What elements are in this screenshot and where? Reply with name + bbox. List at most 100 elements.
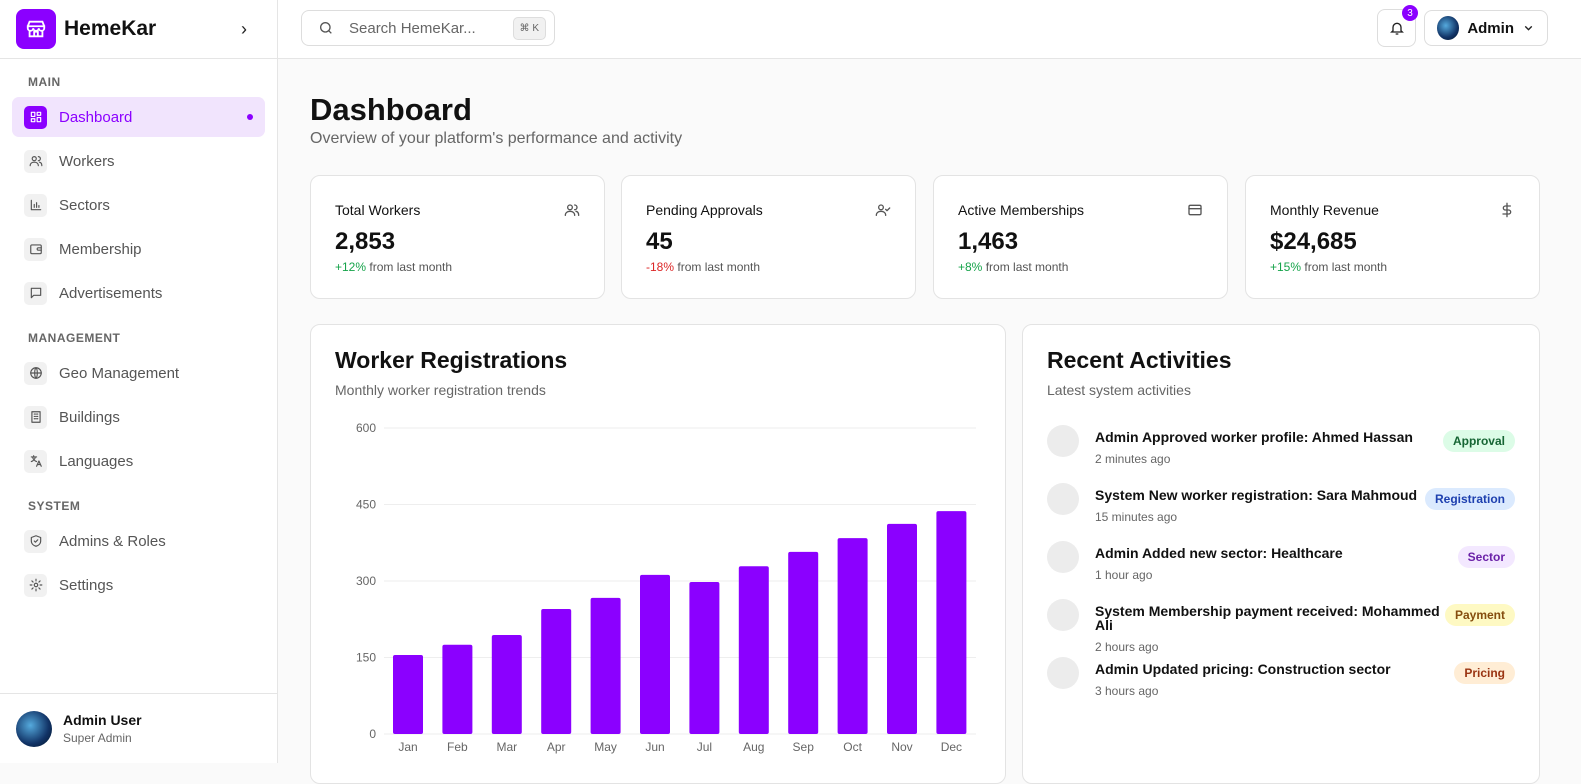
sidebar-item-buildings[interactable]: Buildings [12, 397, 265, 437]
bar [738, 566, 769, 734]
stat-change-suffix: from last month [1304, 260, 1388, 274]
user-check-icon [875, 204, 891, 216]
sidebar-item-advertisements[interactable]: Advertisements [12, 273, 265, 313]
page-title: Dashboard [310, 92, 472, 127]
sidebar-item-label: Languages [59, 452, 134, 470]
activity-actor: Admin [1095, 661, 1139, 677]
users-icon [564, 204, 580, 216]
list-item[interactable]: Admin Approved worker profile: Ahmed Has… [1047, 425, 1515, 488]
list-item[interactable]: System New worker registration: Sara Mah… [1047, 483, 1515, 546]
nav-section-title: SYSTEM [28, 499, 81, 513]
stat-change: +15% [1270, 260, 1302, 274]
activity-actor: Admin [1095, 429, 1139, 445]
bar [689, 582, 720, 734]
sidebar-item-admins-roles[interactable]: Admins & Roles [12, 521, 265, 561]
x-tick-label: Aug [743, 740, 764, 754]
sidebar-nav: MAIN Dashboard Workers Sectors Membership Adv… [0, 75, 277, 605]
search-input[interactable]: Search HemeKar... ⌘ K [301, 10, 555, 46]
user-name: Admin User [63, 712, 142, 728]
dollar-icon [1502, 202, 1512, 218]
x-tick-label: Sep [793, 740, 815, 754]
y-tick-label: 0 [369, 727, 376, 741]
activities-title: Recent Activities [1047, 347, 1232, 373]
stat-label: Monthly Revenue [1270, 202, 1379, 218]
bar [788, 551, 819, 734]
activity-text: Updated pricing: Construction sector [1142, 661, 1391, 677]
y-tick-label: 450 [356, 498, 376, 512]
activity-tag: Registration [1424, 488, 1515, 510]
stat-label: Active Memberships [958, 202, 1085, 218]
stat-label: Total Workers [335, 202, 421, 218]
users-icon [29, 156, 42, 167]
activity-tag: Approval [1442, 430, 1515, 452]
activity-avatar [1047, 599, 1079, 631]
activity-time: 2 hours ago [1095, 640, 1159, 654]
bell-icon [1389, 22, 1404, 35]
list-item[interactable]: Admin Added new sector: Healthcare 1 hou… [1047, 541, 1515, 604]
sidebar-item-label: Admins & Roles [59, 532, 166, 550]
activity-actor: System [1095, 487, 1145, 503]
stat-card: Total Workers 2,853 +12% from last month [310, 175, 605, 299]
sidebar-item-sectors[interactable]: Sectors [12, 185, 265, 225]
brand: HemeKar › [0, 0, 277, 59]
search-icon [320, 22, 332, 34]
activity-text: Membership payment received: Mohammed Al… [1095, 603, 1440, 633]
activities-card: Recent Activities Latest system activiti… [1022, 324, 1540, 784]
notifications-button[interactable]: 3 [1377, 5, 1418, 47]
globe-icon [29, 367, 42, 379]
header: Search HemeKar... ⌘ K 3 Admin [278, 0, 1581, 59]
stat-card: Active Memberships 1,463 +8% from last m… [933, 175, 1228, 299]
activity-time: 15 minutes ago [1095, 510, 1178, 524]
sidebar-item-label: Buildings [59, 408, 120, 426]
shortcut-hint: ⌘ K [512, 16, 546, 40]
sidebar-item-workers[interactable]: Workers [12, 141, 265, 181]
activity-time: 1 hour ago [1095, 568, 1153, 582]
stat-card: Monthly Revenue $24,685 +15% from last m… [1245, 175, 1540, 299]
activity-tag: Pricing [1454, 662, 1515, 684]
x-tick-label: Nov [891, 740, 912, 754]
bar [887, 523, 917, 734]
building-icon [30, 411, 41, 423]
x-tick-label: Jul [697, 740, 712, 754]
activity-avatar [1047, 541, 1079, 573]
bar-chart-icon [30, 199, 41, 211]
bar [590, 597, 621, 734]
stat-change: -18% [646, 260, 675, 274]
sidebar-item-membership[interactable]: Membership [12, 229, 265, 269]
activity-list: Admin Approved worker profile: Ahmed Has… [1047, 425, 1515, 720]
activities-subtitle: Latest system activities [1047, 382, 1191, 398]
store-icon [16, 9, 56, 49]
sidebar-item-geo-management[interactable]: Geo Management [12, 353, 265, 393]
user-profile[interactable]: Admin User Super Admin [0, 693, 277, 763]
stat-change-suffix: from last month [677, 260, 761, 274]
sidebar-item-languages[interactable]: Languages [12, 441, 265, 481]
stat-value: $24,685 [1270, 228, 1357, 255]
stat-change: +8% [958, 260, 983, 274]
bar [640, 574, 670, 734]
wallet-icon [29, 244, 42, 255]
sidebar-item-settings[interactable]: Settings [12, 565, 265, 605]
sidebar-item-label: Membership [59, 240, 142, 258]
activity-tag: Sector [1457, 546, 1515, 568]
message-icon [30, 287, 41, 299]
activity-time: 2 minutes ago [1095, 452, 1171, 466]
list-item[interactable]: System Membership payment received: Moha… [1047, 599, 1515, 662]
x-tick-label: May [594, 740, 617, 754]
activity-avatar [1047, 657, 1079, 689]
stat-change-suffix: from last month [369, 260, 453, 274]
bar [541, 609, 572, 734]
activity-text: Added new sector: Healthcare [1141, 545, 1343, 561]
activity-text: New worker registration: Sara Mahmoud [1148, 487, 1418, 503]
shield-icon [30, 535, 41, 547]
chevron-right-icon[interactable]: › [241, 18, 247, 39]
page-subtitle: Overview of your platform's performance … [310, 130, 683, 147]
stat-label: Pending Approvals [646, 202, 763, 218]
bar [393, 654, 423, 734]
user-role: Super Admin [63, 731, 132, 745]
translate-icon [30, 455, 42, 467]
sidebar-item-label: Dashboard [59, 108, 133, 126]
sidebar-item-dashboard[interactable]: Dashboard [12, 97, 265, 137]
list-item[interactable]: Admin Updated pricing: Construction sect… [1047, 657, 1515, 720]
bar [442, 644, 473, 734]
account-menu-button[interactable]: Admin [1424, 10, 1548, 46]
